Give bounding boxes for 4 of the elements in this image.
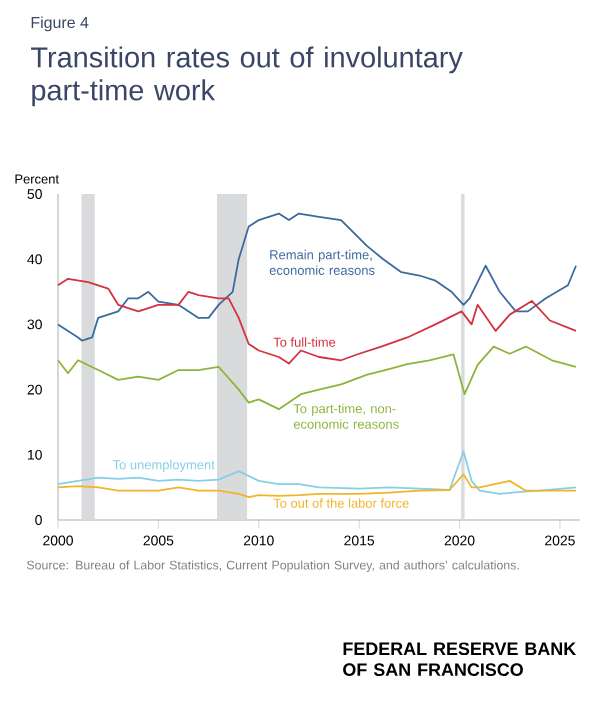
chart-title: Transition rates out of involuntary part-time work [31,46,463,107]
text: FEDERAL RESERVE BANK OF SAN FRANCISCO [343,642,577,677]
line-series [57,277,577,365]
line-series [57,450,577,495]
